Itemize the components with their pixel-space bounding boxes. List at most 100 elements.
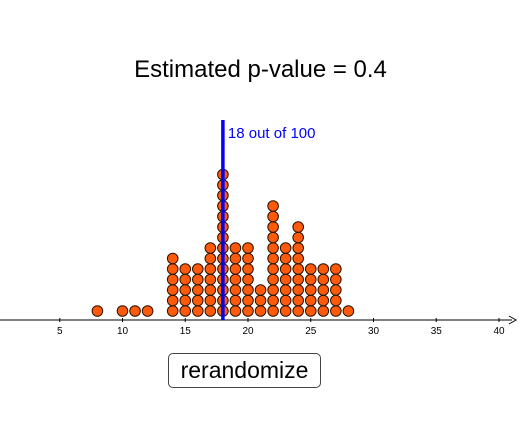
data-dot <box>267 284 279 296</box>
data-dot <box>192 284 204 296</box>
data-dot <box>242 294 254 307</box>
data-dot <box>242 273 254 286</box>
data-dot <box>304 294 317 307</box>
data-dot <box>242 252 254 265</box>
data-dot <box>166 263 179 275</box>
x-tick-label: 10 <box>117 326 129 337</box>
data-dot <box>304 263 317 275</box>
data-dot <box>254 284 267 296</box>
data-dot <box>192 305 204 317</box>
x-tick-label: 40 <box>493 326 505 337</box>
data-dot <box>279 294 292 307</box>
data-dot <box>304 284 317 296</box>
x-tick-label: 15 <box>180 326 192 337</box>
data-dot <box>279 305 292 317</box>
data-dot <box>292 263 305 275</box>
data-dot <box>267 305 279 317</box>
data-dot <box>242 263 254 275</box>
data-dot <box>330 305 342 317</box>
data-dot <box>166 252 179 265</box>
data-dot <box>304 305 317 317</box>
data-dot <box>342 305 355 317</box>
data-dot <box>204 284 217 296</box>
x-tick-label: 30 <box>368 326 380 337</box>
data-dot <box>317 284 330 296</box>
data-dot <box>330 273 342 286</box>
data-dot <box>242 305 254 317</box>
data-dot <box>267 210 279 223</box>
data-dot <box>204 252 217 265</box>
data-dot <box>267 263 279 275</box>
data-dot <box>91 305 104 317</box>
data-dot <box>304 273 317 286</box>
data-dot <box>229 284 242 296</box>
data-dot <box>317 263 330 275</box>
data-dot <box>229 252 242 265</box>
x-tick-label: 5 <box>57 326 63 337</box>
data-dot <box>267 221 279 233</box>
data-dot <box>292 305 305 317</box>
data-dot <box>166 305 179 317</box>
data-dot <box>317 305 330 317</box>
data-dot <box>204 263 217 275</box>
threshold-annotation: 18 out of 100 <box>228 125 316 142</box>
data-dot <box>267 242 279 254</box>
x-tick-label: 20 <box>242 326 254 337</box>
x-tick-label: 25 <box>305 326 317 337</box>
data-dot <box>166 294 179 307</box>
data-dot <box>330 284 342 296</box>
data-dot <box>179 284 192 296</box>
data-dot <box>192 294 204 307</box>
data-dot <box>179 305 192 317</box>
x-axis-arrow-icon <box>508 315 518 325</box>
data-dot <box>292 231 305 244</box>
data-dot <box>242 284 254 296</box>
x-tick-label: 35 <box>431 326 443 337</box>
data-dot <box>192 273 204 286</box>
data-dot <box>179 263 192 275</box>
data-dot <box>166 284 179 296</box>
data-dot <box>204 305 217 317</box>
data-dot <box>242 242 254 254</box>
data-dot <box>116 305 129 317</box>
data-dot <box>267 231 279 244</box>
data-dot <box>229 263 242 275</box>
data-dot <box>204 294 217 307</box>
data-dot <box>279 263 292 275</box>
data-dot <box>317 273 330 286</box>
data-dot <box>292 273 305 286</box>
p-value-title: Estimated p-value = 0.4 <box>134 56 387 83</box>
data-dot <box>267 294 279 307</box>
data-dot <box>179 294 192 307</box>
data-dot <box>204 242 217 254</box>
data-dot <box>166 273 179 286</box>
data-dot <box>129 305 141 317</box>
data-dot <box>279 252 292 265</box>
data-dot <box>292 252 305 265</box>
rerandomize-button[interactable]: rerandomize <box>168 353 321 388</box>
data-dot <box>330 294 342 307</box>
data-dot <box>267 252 279 265</box>
data-dot <box>292 221 305 233</box>
data-dot <box>279 273 292 286</box>
data-dot <box>279 284 292 296</box>
data-dot <box>292 242 305 254</box>
data-dot <box>330 263 342 275</box>
data-dot <box>254 305 267 317</box>
data-dot <box>192 263 204 275</box>
data-dot <box>279 242 292 254</box>
data-dot <box>317 294 330 307</box>
data-dot <box>267 200 279 212</box>
data-dot <box>292 294 305 307</box>
data-dot <box>267 273 279 286</box>
data-dot <box>204 273 217 286</box>
data-dot <box>229 242 242 254</box>
data-dot <box>141 305 154 317</box>
data-dot <box>292 284 305 296</box>
data-dot <box>229 273 242 286</box>
data-dot <box>254 294 267 307</box>
data-dot <box>229 305 242 317</box>
data-dot <box>179 273 192 286</box>
data-dot <box>229 294 242 307</box>
